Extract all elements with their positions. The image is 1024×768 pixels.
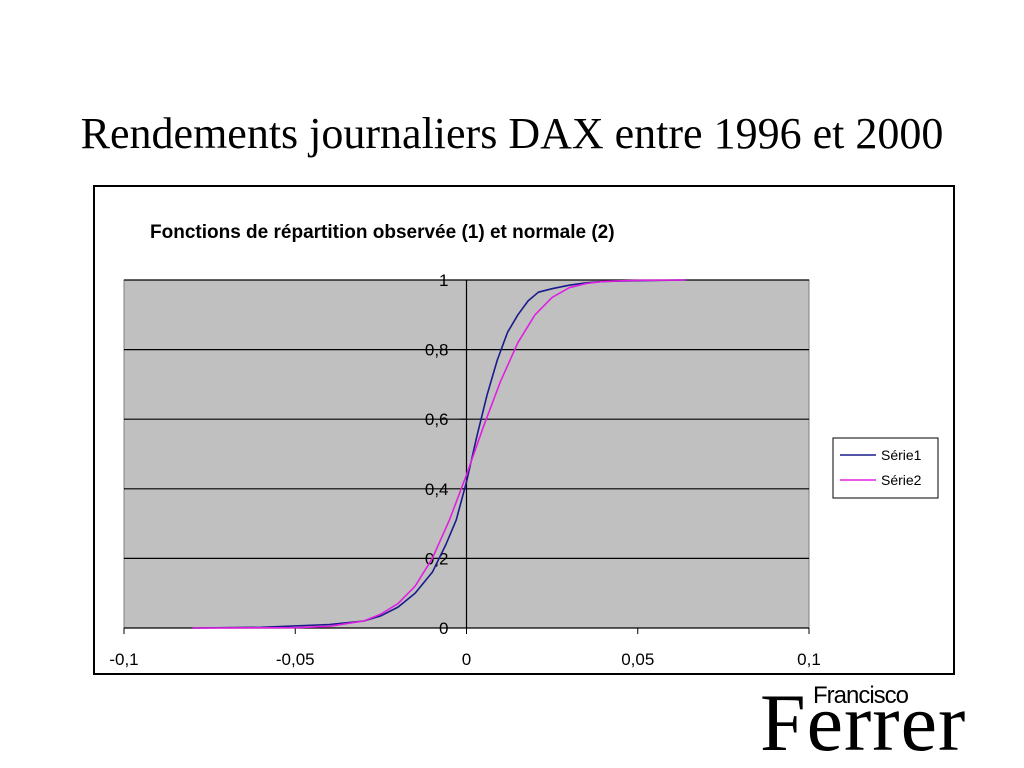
- y-tick-label-3: 0,6: [425, 410, 449, 429]
- y-tick-label-5: 1: [439, 271, 448, 290]
- y-tick-label-0: 0: [439, 619, 448, 638]
- x-tick-label-3: 0,05: [621, 650, 654, 669]
- legend-label-2: Série2: [881, 472, 922, 488]
- x-tick-label-1: -0,05: [276, 650, 315, 669]
- x-tick-label-0: -0,1: [109, 650, 138, 669]
- logo-top-text: Francisco: [813, 682, 909, 709]
- series-line-1: [192, 279, 686, 629]
- slide-title: Rendements journaliers DAX entre 1996 et…: [80, 109, 944, 158]
- logo-main-text: Ferrer: [760, 677, 967, 768]
- chart-title: Fonctions de répartition observée (1) et…: [150, 222, 615, 243]
- series-group: [192, 279, 686, 629]
- author-logo: Ferrer Francisco: [755, 677, 1015, 768]
- x-tick-label-2: 0: [462, 650, 471, 669]
- y-tick-label-2: 0,4: [425, 480, 449, 499]
- axes: -0,1 -0,05 0 0,05 0,1 0 0,2 0,4 0,6 0,8 1: [109, 271, 820, 669]
- y-tick-label-1: 0,2: [425, 549, 449, 568]
- series-line-2: [192, 279, 686, 629]
- x-tick-label-4: 0,1: [797, 650, 821, 669]
- y-tick-label-4: 0,8: [425, 341, 449, 360]
- legend: Série1 Série2: [832, 437, 939, 499]
- legend-box: [832, 437, 939, 499]
- legend-label-1: Série1: [881, 447, 922, 463]
